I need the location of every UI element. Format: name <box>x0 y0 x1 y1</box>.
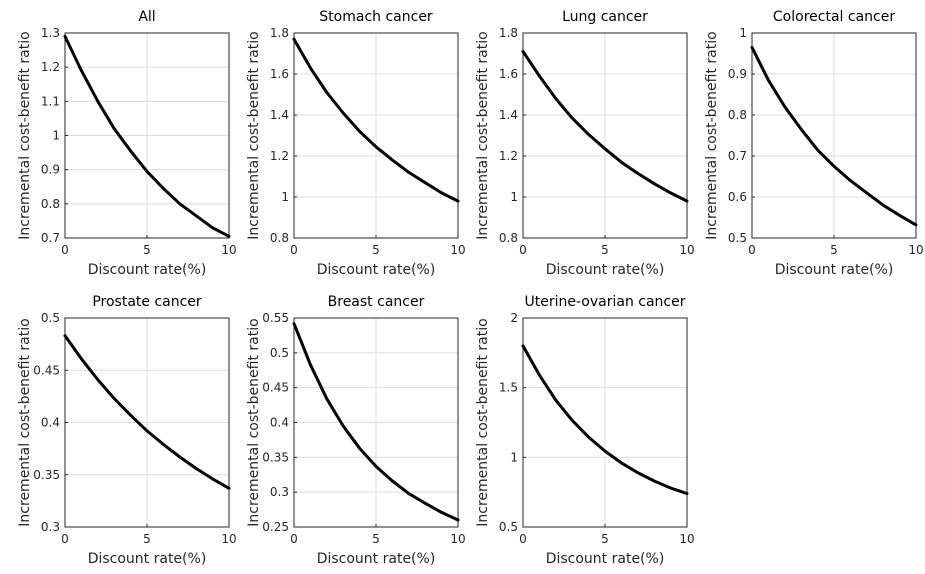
x-tick-label: 0 <box>290 243 298 257</box>
x-tick-label: 0 <box>61 243 69 257</box>
y-tick-label: 1 <box>739 26 747 40</box>
x-tick-label: 0 <box>519 532 527 546</box>
x-tick-label: 0 <box>748 243 756 257</box>
subplot-5: 0 5 10 0.3 0.35 0.4 0.45 0.5 Prostate cancer Disc… <box>17 294 237 567</box>
chart-title: Colorectal cancer <box>773 9 895 25</box>
y-tick-label: 0.8 <box>270 231 289 245</box>
y-tick-label: 0.25 <box>262 520 289 534</box>
x-tick-label: 5 <box>372 243 380 257</box>
y-tick-label: 0.9 <box>41 163 60 177</box>
y-tick-label: 0.6 <box>728 190 747 204</box>
y-tick-label: 1.2 <box>270 149 289 163</box>
x-tick-label: 0 <box>61 532 69 546</box>
y-axis-label: Incremental cost-benefit ratio <box>246 318 262 526</box>
y-tick-label: 0.45 <box>262 381 289 395</box>
chart-title: All <box>138 9 155 25</box>
y-axis-label: Incremental cost-benefit ratio <box>246 31 262 239</box>
chart-title: Uterine-ovarian cancer <box>525 294 686 310</box>
y-tick-label: 0.5 <box>270 346 289 360</box>
y-tick-label: 2 <box>510 311 518 325</box>
y-tick-label: 0.3 <box>41 520 60 534</box>
y-axis-label: Incremental cost-benefit ratio <box>475 31 491 239</box>
x-tick-label: 5 <box>601 532 609 546</box>
chart-title: Breast cancer <box>328 294 425 310</box>
y-tick-label: 1.1 <box>41 94 60 108</box>
y-tick-label: 1.8 <box>270 26 289 40</box>
y-tick-label: 0.35 <box>33 468 60 482</box>
y-tick-label: 0.7 <box>41 231 60 245</box>
y-tick-label: 0.5 <box>499 520 518 534</box>
y-tick-label: 0.8 <box>499 231 518 245</box>
series-line <box>292 37 460 203</box>
x-tick-label: 5 <box>830 243 838 257</box>
x-tick-label: 10 <box>221 532 236 546</box>
series-line <box>750 45 918 227</box>
x-tick-label: 0 <box>290 532 298 546</box>
y-tick-label: 1 <box>52 129 60 143</box>
y-tick-label: 1 <box>510 190 518 204</box>
subplot-2: 0 5 10 0.8 1 1.2 1.4 1.6 1.8 Stomach cancer Discou… <box>246 9 466 278</box>
y-tick-label: 1.3 <box>41 26 60 40</box>
y-tick-label: 0.8 <box>41 197 60 211</box>
subplot-6: 0 5 10 0.25 0.3 0.35 0.4 0.45 0.5 0.55 Breast canc… <box>246 294 466 567</box>
x-tick-label: 10 <box>221 243 236 257</box>
y-tick-label: 0.45 <box>33 363 60 377</box>
chart-title: Prostate cancer <box>92 294 202 310</box>
x-tick-label: 10 <box>450 532 465 546</box>
series-line <box>63 34 231 238</box>
subplot-4: 0 5 10 0.5 0.6 0.7 0.8 0.9 1 Colorectal cancer Dis… <box>704 9 924 278</box>
x-tick-label: 5 <box>143 243 151 257</box>
y-tick-label: 0.9 <box>728 67 747 81</box>
series-line <box>521 50 689 203</box>
chart-title: Stomach cancer <box>319 9 433 25</box>
x-tick-label: 5 <box>601 243 609 257</box>
x-axis-label: Discount rate(%) <box>546 262 665 278</box>
x-tick-label: 5 <box>372 532 380 546</box>
y-tick-label: 1.6 <box>499 67 518 81</box>
y-tick-label: 1.6 <box>270 67 289 81</box>
y-tick-label: 0.7 <box>728 149 747 163</box>
chart-title: Lung cancer <box>562 9 648 25</box>
y-axis-label: Incremental cost-benefit ratio <box>704 31 720 239</box>
x-axis-label: Discount rate(%) <box>317 262 436 278</box>
y-tick-label: 1 <box>510 450 518 464</box>
x-axis-label: Discount rate(%) <box>88 262 207 278</box>
x-axis-label: Discount rate(%) <box>775 262 894 278</box>
y-tick-label: 1.5 <box>499 381 518 395</box>
y-tick-label: 1.2 <box>41 60 60 74</box>
subplot-3: 0 5 10 0.8 1 1.2 1.4 1.6 1.8 Lung cancer Discount … <box>475 9 695 278</box>
y-tick-label: 0.5 <box>41 311 60 325</box>
y-tick-label: 1.8 <box>499 26 518 40</box>
y-tick-label: 0.8 <box>728 108 747 122</box>
x-tick-label: 10 <box>908 243 923 257</box>
x-axis-label: Discount rate(%) <box>317 551 436 567</box>
y-tick-label: 1 <box>281 190 289 204</box>
x-tick-label: 10 <box>450 243 465 257</box>
series-line <box>292 322 460 522</box>
x-tick-label: 10 <box>679 243 694 257</box>
y-tick-label: 1.4 <box>499 108 518 122</box>
y-tick-label: 0.55 <box>262 311 289 325</box>
subplot-7: 0 5 10 0.5 1 1.5 2 Uterine-ovarian cancer Discou… <box>475 294 695 567</box>
series-line <box>63 334 231 490</box>
x-tick-label: 0 <box>519 243 527 257</box>
series-line <box>521 344 689 496</box>
x-axis-label: Discount rate(%) <box>546 551 665 567</box>
y-tick-label: 1.4 <box>270 108 289 122</box>
x-tick-label: 5 <box>143 532 151 546</box>
y-axis-label: Incremental cost-benefit ratio <box>475 318 491 526</box>
subplot-1: 0 5 10 0.7 0.8 0.9 1 1.1 1.2 1.3 All Discount rate(… <box>17 9 237 278</box>
x-axis-label: Discount rate(%) <box>88 551 207 567</box>
x-tick-label: 10 <box>679 532 694 546</box>
y-axis-label: Incremental cost-benefit ratio <box>17 31 33 239</box>
y-tick-label: 0.35 <box>262 450 289 464</box>
y-tick-label: 0.5 <box>728 231 747 245</box>
y-tick-label: 0.4 <box>270 416 289 430</box>
y-axis-label: Incremental cost-benefit ratio <box>17 318 33 526</box>
y-tick-label: 0.3 <box>270 485 289 499</box>
y-tick-label: 0.4 <box>41 416 60 430</box>
y-tick-label: 1.2 <box>499 149 518 163</box>
